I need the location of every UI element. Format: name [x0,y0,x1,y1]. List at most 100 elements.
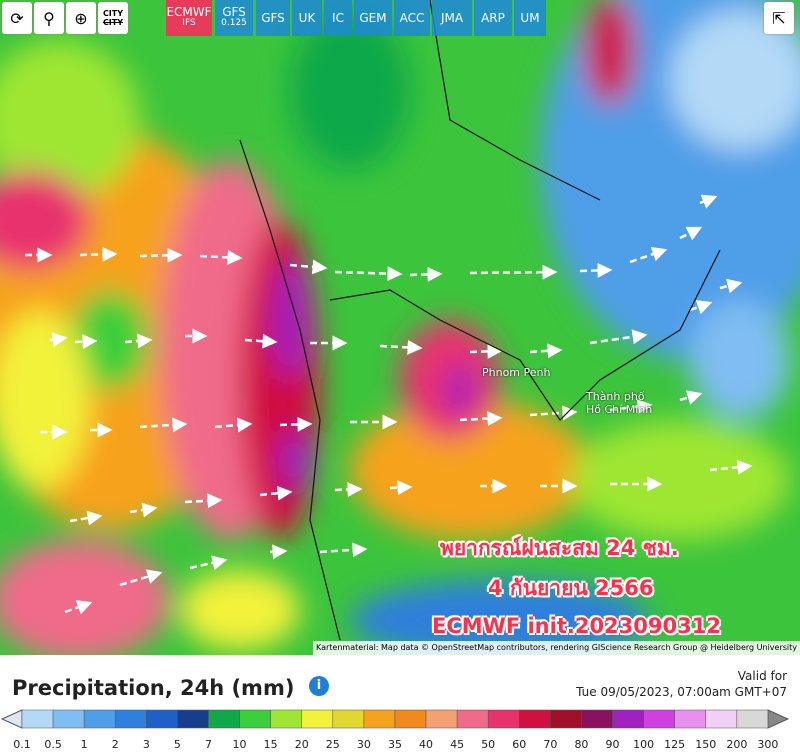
model-label: ECMWF [166,5,212,19]
wind-arrow [64,600,93,615]
map [0,0,800,655]
wind-arrow [119,569,163,587]
legend-label: 30 [357,738,371,751]
city-label-struck: CITY [102,18,124,27]
wind-arrow [469,343,503,359]
model-label: UM [520,10,540,25]
place-label: Thành phố [586,390,645,403]
model-sub: 0.125 [221,18,247,28]
legend-label: 200 [726,738,747,751]
wind-arrow [334,482,363,497]
wind-arrow [409,266,443,282]
model-tab[interactable]: IC [324,0,352,36]
reload-button[interactable]: ⟳ [2,2,32,34]
model-label: GFS [261,10,285,25]
wind-arrow [579,262,613,278]
wind-arrow [124,333,153,349]
model-label: UK [298,10,316,25]
legend-label: 3 [143,738,150,751]
legend-swatch [612,709,644,729]
legend-swatch [487,709,520,729]
model-tab[interactable]: GFS 0.125 [215,0,253,36]
info-button[interactable]: i [309,676,329,696]
legend-swatch [363,709,396,729]
legend-label: 20 [295,738,309,751]
wind-arrow [269,544,288,560]
wind-arrow [74,334,98,350]
legend-swatch [425,709,458,729]
legend-label: 80 [574,738,588,751]
legend-swatch [394,709,427,729]
model-tab[interactable]: ARP [474,0,512,36]
legend-title: Precipitation, 24h (mm) [12,676,295,700]
wind-arrow [189,555,228,571]
wind-arrow [129,502,158,518]
zoom-button[interactable]: ⊕ [66,2,96,34]
wind-arrow [389,480,413,496]
legend-end [767,709,790,729]
overlay-text: 4 กันยายน 2566 [488,576,654,600]
legend-swatch [52,709,85,729]
legend-label: 15 [264,738,278,751]
model-tab[interactable]: ECMWF IFS [166,0,212,36]
wind-arrow [529,343,563,359]
legend-swatch [301,709,334,729]
legend-label: 35 [388,738,402,751]
legend-swatch [208,709,240,729]
legend-label: 150 [695,738,716,751]
wind-arrow [709,459,753,475]
wind-arrow [259,485,293,501]
city-button[interactable]: CITY CITY [98,2,128,34]
wind-arrow [679,390,703,405]
wind-arrow [244,333,278,349]
legend-swatch [332,709,365,729]
legend-label: 0.1 [13,738,31,751]
wind-arrow [689,300,713,315]
model-tab[interactable]: GEM [354,0,392,36]
model-label: IC [332,10,344,25]
model-tab[interactable]: GFS [256,0,290,36]
wind-arrow [199,249,243,265]
legend-swatch [146,709,178,729]
legend-swatch [705,709,738,729]
model-tab[interactable]: JMA [432,0,472,36]
overlay-text: ECMWF init.2023090312 [432,614,721,638]
city-label: CITY [102,9,124,18]
attribution: Kartenmaterial: Map data © OpenStreetMap… [312,641,800,655]
legend-swatch [21,709,54,729]
location-button[interactable]: ⚲ [34,2,64,34]
model-tab[interactable]: UM [514,0,546,36]
model-label: GEM [359,10,387,25]
wind-arrow [469,264,558,280]
legend-label: 2 [112,738,119,751]
legend-label: 40 [419,738,433,751]
share-button[interactable]: ⇱ [764,2,794,34]
legend-label: 45 [450,738,464,751]
legend-label: 5 [174,738,181,751]
legend-swatch [736,709,769,729]
model-label: GFS [222,5,246,19]
wind-arrow [679,226,703,241]
wind-arrow [184,493,223,509]
wind-arrow [69,510,103,526]
legend-end [0,709,23,729]
legend-swatch [581,709,613,729]
wind-arrow [379,339,423,355]
legend-label: 0.5 [44,738,62,751]
wind-arrow [459,411,503,427]
legend-label: 70 [543,738,557,751]
legend-swatch [519,709,551,729]
wind-arrow [79,246,118,262]
legend-label: 1 [81,738,88,751]
valid-label: Valid for [737,669,787,683]
model-tab[interactable]: ACC [394,0,430,36]
legend-label: 300 [757,738,778,751]
wind-arrow [279,416,313,432]
legend-label: 125 [664,738,685,751]
wind-arrow [609,399,653,414]
model-tab[interactable]: UK [292,0,322,36]
legend-swatch [177,709,209,729]
wind-arrow [49,332,68,348]
legend-label: 25 [326,738,340,751]
